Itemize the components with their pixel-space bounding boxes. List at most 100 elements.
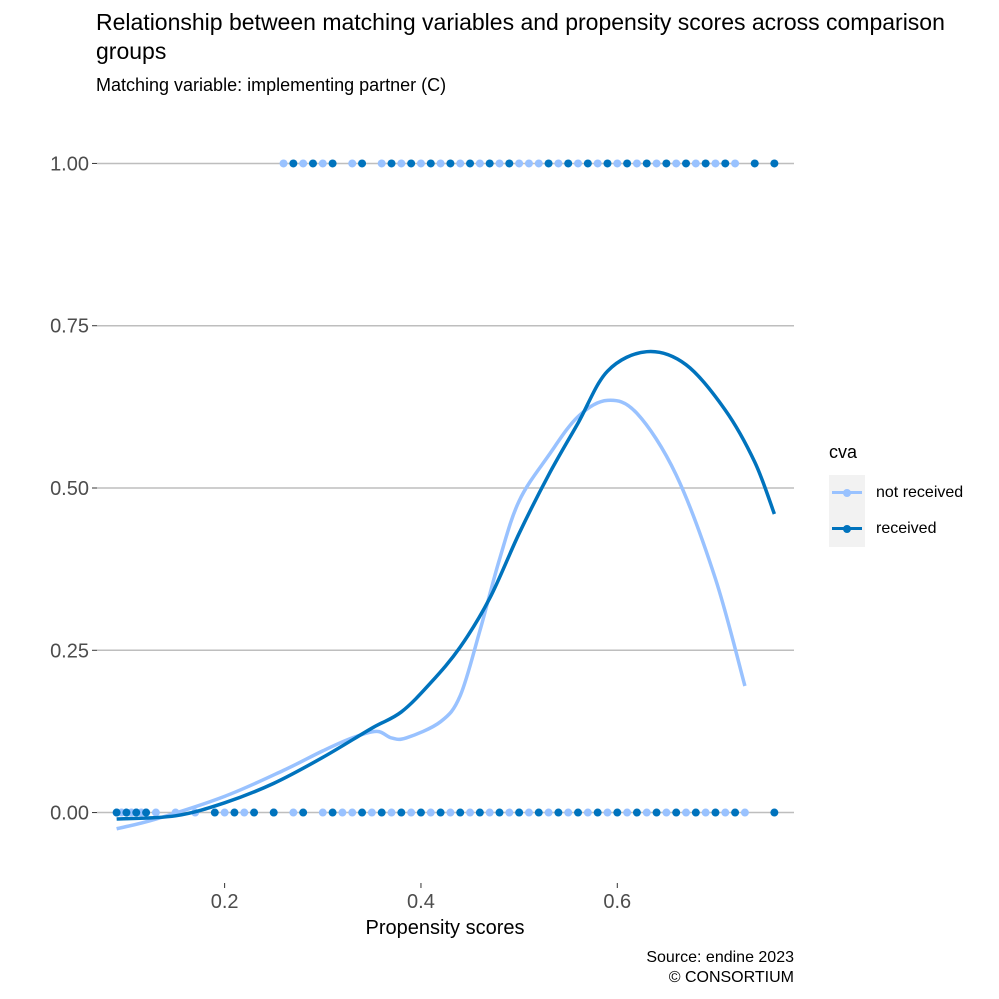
point-received	[623, 159, 632, 168]
point-not-received	[593, 159, 602, 168]
x-axis: 0.2 0.4 0.6	[211, 883, 631, 913]
point-not-received	[466, 808, 475, 817]
point-received	[564, 159, 573, 168]
chart-title: Relationship between matching variables …	[96, 9, 945, 64]
y-tick-label: 1.00	[50, 153, 89, 175]
point-not-received	[672, 159, 681, 168]
point-received	[632, 808, 641, 817]
legend-key-received	[829, 511, 865, 547]
point-received	[289, 159, 298, 168]
point-not-received	[583, 808, 592, 817]
point-not-received	[652, 159, 661, 168]
point-received	[583, 159, 592, 168]
point-not-received	[367, 808, 376, 817]
point-not-received	[318, 808, 327, 817]
point-not-received	[151, 808, 160, 817]
point-not-received	[564, 808, 573, 817]
point-received	[308, 159, 317, 168]
point-received	[731, 808, 740, 817]
point-not-received	[524, 159, 533, 168]
smooth-line-received	[116, 349, 777, 821]
point-not-received	[603, 808, 612, 817]
x-tick-label: 0.2	[211, 891, 239, 913]
point-received	[112, 808, 121, 817]
point-received	[770, 159, 779, 168]
legend-item-received: received	[829, 511, 963, 547]
point-received	[750, 159, 759, 168]
point-received	[250, 808, 259, 817]
point-received	[691, 808, 700, 817]
point-received	[299, 808, 308, 817]
point-not-received	[377, 159, 386, 168]
point-received	[436, 808, 445, 817]
point-not-received	[407, 808, 416, 817]
point-not-received	[505, 808, 514, 817]
point-received	[377, 808, 386, 817]
legend: cva not received received	[829, 442, 963, 547]
point-received	[122, 808, 131, 817]
y-tick-label: 0.50	[50, 478, 89, 500]
point-not-received	[387, 808, 396, 817]
point-received	[672, 808, 681, 817]
x-tick-label: 0.4	[407, 891, 435, 913]
legend-label: not received	[876, 484, 964, 501]
point-not-received	[240, 808, 249, 817]
point-not-received	[613, 159, 622, 168]
point-not-received	[446, 808, 455, 817]
point-not-received	[318, 159, 327, 168]
point-received	[426, 159, 435, 168]
point-not-received	[348, 808, 357, 817]
point-received	[446, 159, 455, 168]
x-axis-label: Propensity scores	[366, 917, 525, 939]
point-received	[142, 808, 151, 817]
point-received	[358, 159, 367, 168]
point-received	[534, 808, 543, 817]
point-not-received	[348, 159, 357, 168]
point-not-received	[711, 159, 720, 168]
point-received	[485, 159, 494, 168]
point-received	[269, 808, 278, 817]
point-not-received	[475, 159, 484, 168]
point-not-received	[731, 159, 740, 168]
point-received	[554, 808, 563, 817]
point-not-received	[279, 159, 288, 168]
point-not-received	[220, 808, 229, 817]
point-received	[387, 159, 396, 168]
point-not-received	[623, 808, 632, 817]
gridlines	[97, 162, 794, 814]
point-not-received	[574, 159, 583, 168]
point-received	[397, 808, 406, 817]
point-not-received	[691, 159, 700, 168]
x-tick-label: 0.6	[603, 891, 631, 913]
legend-key-not-received	[829, 475, 865, 511]
point-not-received	[338, 808, 347, 817]
point-received	[466, 159, 475, 168]
legend-label: received	[876, 520, 937, 537]
y-tick-label: 0.00	[50, 803, 89, 825]
point-received	[613, 808, 622, 817]
point-received	[711, 808, 720, 817]
point-received	[682, 159, 691, 168]
caption-source: Source: endine 2023	[646, 949, 794, 966]
caption-copyright: © CONSORTIUM	[668, 969, 794, 986]
point-received	[652, 808, 661, 817]
point-received	[544, 159, 553, 168]
point-received	[132, 808, 141, 817]
point-not-received	[289, 808, 298, 817]
point-not-received	[524, 808, 533, 817]
point-not-received	[397, 159, 406, 168]
legend-item-not-received: not received	[829, 475, 963, 511]
point-received	[701, 159, 710, 168]
point-received	[642, 159, 651, 168]
caption: Source: endine 2023 © CONSORTIUM	[646, 948, 794, 988]
point-received	[495, 808, 504, 817]
point-not-received	[426, 808, 435, 817]
point-received	[574, 808, 583, 817]
point-received	[328, 808, 337, 817]
point-not-received	[534, 159, 543, 168]
series-layer	[112, 159, 779, 831]
point-received	[515, 808, 524, 817]
point-received	[505, 159, 514, 168]
point-not-received	[701, 808, 710, 817]
